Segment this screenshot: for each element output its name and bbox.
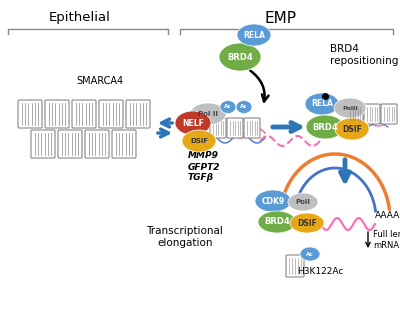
Text: PolII: PolII [342, 106, 358, 110]
Ellipse shape [219, 43, 261, 71]
Ellipse shape [255, 190, 291, 212]
Text: Pol II: Pol II [198, 111, 218, 117]
Ellipse shape [237, 24, 271, 46]
Text: BRD4: BRD4 [227, 53, 253, 62]
Text: H3K122Ac: H3K122Ac [297, 266, 343, 276]
Text: BRD4: BRD4 [264, 218, 290, 226]
Text: Ac: Ac [306, 251, 314, 256]
FancyBboxPatch shape [112, 130, 136, 158]
Text: DSIF: DSIF [297, 219, 317, 227]
Text: CDK9: CDK9 [262, 197, 284, 205]
Text: TGFβ: TGFβ [188, 174, 214, 182]
FancyBboxPatch shape [45, 100, 69, 128]
Ellipse shape [175, 111, 211, 135]
Text: Full length
mRNA: Full length mRNA [373, 230, 400, 250]
FancyBboxPatch shape [126, 100, 150, 128]
Text: BRD4
repositioning: BRD4 repositioning [330, 44, 398, 66]
FancyBboxPatch shape [99, 100, 123, 128]
FancyBboxPatch shape [72, 100, 96, 128]
Ellipse shape [334, 98, 366, 118]
Text: Transcriptional
elongation: Transcriptional elongation [146, 226, 224, 248]
Ellipse shape [236, 100, 252, 114]
Text: RELA: RELA [311, 100, 333, 108]
FancyBboxPatch shape [18, 100, 42, 128]
Ellipse shape [305, 93, 339, 115]
FancyBboxPatch shape [210, 118, 226, 138]
FancyBboxPatch shape [85, 130, 109, 158]
Ellipse shape [220, 100, 236, 114]
Text: AAAAn: AAAAn [375, 211, 400, 220]
FancyBboxPatch shape [244, 118, 260, 138]
Ellipse shape [258, 211, 296, 233]
Text: NELF: NELF [182, 118, 204, 128]
Ellipse shape [182, 130, 216, 152]
Ellipse shape [335, 118, 369, 140]
FancyBboxPatch shape [31, 130, 55, 158]
Ellipse shape [288, 193, 318, 211]
Text: EMP: EMP [264, 11, 296, 26]
Text: MMP9: MMP9 [188, 152, 219, 160]
Text: PolI: PolI [296, 199, 310, 205]
Text: BRD4: BRD4 [312, 122, 338, 131]
FancyBboxPatch shape [364, 104, 380, 124]
Text: DSIF: DSIF [342, 124, 362, 133]
FancyBboxPatch shape [286, 255, 304, 277]
Ellipse shape [300, 247, 320, 261]
Text: GFPT2: GFPT2 [188, 162, 220, 172]
Text: SMARCA4: SMARCA4 [76, 76, 124, 86]
Text: Ac: Ac [224, 105, 232, 109]
FancyBboxPatch shape [58, 130, 82, 158]
Ellipse shape [190, 103, 226, 125]
Text: DSIF: DSIF [190, 138, 208, 144]
FancyBboxPatch shape [227, 118, 243, 138]
Ellipse shape [306, 115, 344, 139]
FancyBboxPatch shape [347, 104, 363, 124]
Ellipse shape [290, 213, 324, 233]
Text: Epithelial: Epithelial [49, 11, 111, 24]
Text: RELA: RELA [243, 31, 265, 40]
FancyBboxPatch shape [381, 104, 397, 124]
Text: Ac: Ac [240, 105, 248, 109]
